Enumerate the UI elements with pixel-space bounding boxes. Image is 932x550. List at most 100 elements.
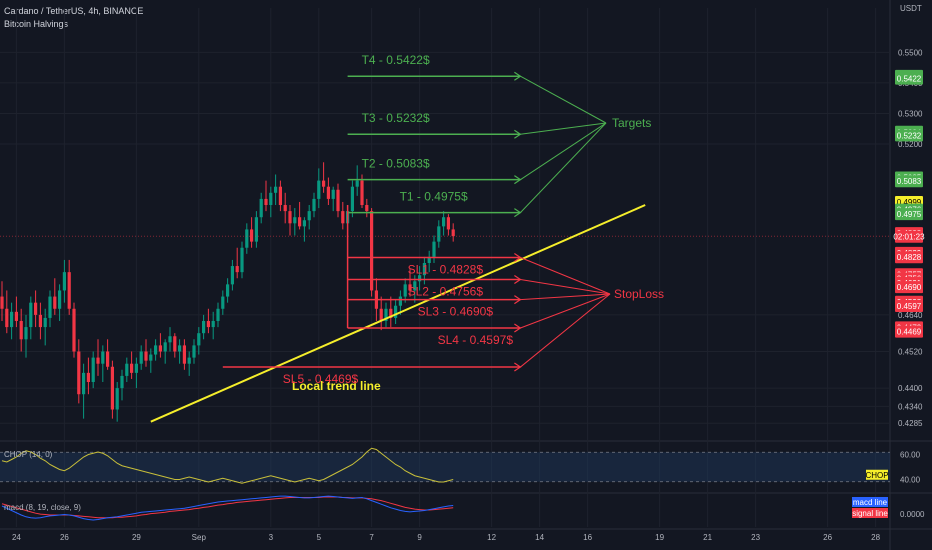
x-tick-label: 12 [487, 533, 496, 542]
price-tag [895, 230, 923, 243]
candle-body [446, 217, 450, 230]
candle-body [0, 296, 4, 309]
chop-tick: 60.00 [900, 451, 921, 460]
candle-body [58, 290, 62, 309]
candle-body [307, 211, 311, 221]
candle-body [62, 272, 66, 291]
candle-body [398, 296, 402, 306]
stoploss-pointer [520, 293, 611, 329]
price-tag [895, 175, 923, 188]
price-tag [895, 72, 923, 85]
candle-body [302, 220, 306, 227]
candle-body [254, 217, 258, 242]
stoploss-label: SL5 - 0.4469$ [283, 372, 359, 386]
y-tick-label: 0.5300 [898, 109, 923, 118]
candle-body [10, 311, 14, 328]
candle-body [317, 180, 321, 199]
candle-body [182, 345, 186, 364]
candle-body [82, 372, 86, 395]
candle-body [283, 205, 287, 212]
stoploss-label: SL1 - 0.4828$ [408, 262, 484, 276]
chop-label: CHOP (14, 0) [4, 450, 53, 459]
x-tick-label: 16 [583, 533, 592, 542]
candle-body [211, 320, 215, 328]
candle-body [115, 388, 119, 410]
candle-body [19, 320, 23, 340]
candle-body [197, 333, 201, 346]
price-tag-label: 02:01:23 [893, 233, 925, 242]
y-tick-label: 0.5200 [898, 140, 923, 149]
candle-body [298, 217, 302, 227]
candle-body [379, 308, 383, 321]
candle-body [163, 342, 167, 352]
candle-body [106, 351, 110, 367]
x-tick-label: 24 [12, 533, 21, 542]
x-tick-label: 3 [269, 533, 274, 542]
candle-body [173, 336, 177, 352]
candle-body [389, 308, 393, 318]
candle-body [230, 266, 234, 285]
candle-body [350, 186, 354, 212]
candle-body [432, 241, 436, 257]
price-tag-label: 0.5422 [897, 75, 922, 84]
candle-body [77, 351, 81, 395]
candle-body [29, 302, 33, 328]
candle-body [187, 357, 191, 364]
price-tag [895, 281, 923, 294]
price-tag-label: 0.4690 [897, 283, 922, 292]
candle-body [326, 186, 330, 199]
candle-body [48, 296, 52, 318]
chop-band [0, 452, 890, 482]
candle-body [178, 345, 182, 352]
chop-tick: 40.00 [900, 476, 921, 485]
candle-body [288, 211, 292, 224]
target-label: T4 - 0.5422$ [362, 53, 430, 67]
candle-body [418, 275, 422, 282]
candle-body [202, 320, 206, 334]
candle-body [221, 296, 225, 309]
candle-body [422, 262, 426, 276]
x-tick-label: 9 [417, 533, 422, 542]
stoploss-pointer [520, 257, 611, 295]
candle-body [34, 302, 38, 315]
candle-body [269, 192, 273, 206]
candle-body [442, 217, 446, 227]
trend-line[interactable] [150, 204, 646, 423]
candle-body [86, 372, 90, 383]
target-pointer [520, 122, 607, 181]
candle-body [53, 296, 57, 309]
x-tick-label: 29 [132, 533, 141, 542]
candle-body [278, 186, 282, 206]
candle-body [110, 366, 114, 410]
candle-body [43, 317, 47, 328]
candle-body [72, 308, 76, 352]
candle-body [355, 180, 359, 187]
price-tag-label: 0.5232 [897, 131, 922, 140]
candle-body [139, 351, 143, 364]
targets-callout: Targets [612, 116, 651, 130]
x-tick-label: 26 [823, 533, 832, 542]
candle-body [264, 198, 268, 206]
candle-body [24, 327, 28, 340]
target-label: T3 - 0.5232$ [362, 111, 430, 125]
x-tick-label: 19 [655, 533, 664, 542]
x-tick-label: 23 [751, 533, 760, 542]
candle-body [67, 272, 71, 309]
chart-title: Cardano / TetherUS, 4h, BINANCE [4, 6, 144, 16]
candle-body [331, 189, 335, 199]
chop-badge [866, 469, 888, 480]
x-tick-label: 7 [369, 533, 374, 542]
candle-body [370, 211, 374, 291]
y-tick-label: 0.4640 [898, 311, 923, 320]
candle-body [451, 229, 455, 237]
candle-body [154, 345, 158, 355]
candle-body [384, 308, 388, 321]
candle-body [101, 351, 105, 364]
candle-body [158, 345, 162, 352]
candle-body [144, 351, 148, 361]
target-label: T1 - 0.4975$ [400, 190, 468, 204]
candle-body [226, 284, 230, 297]
target-label: T2 - 0.5083$ [362, 157, 430, 171]
y-tick-label: 0.4520 [898, 347, 923, 356]
